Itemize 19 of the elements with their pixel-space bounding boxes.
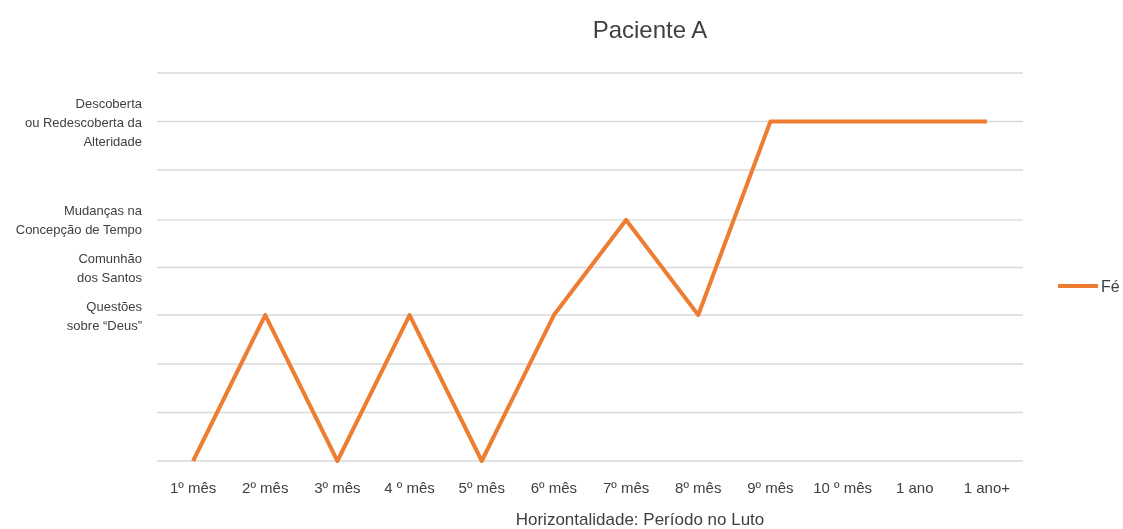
x-tick-label: 1 ano [895, 479, 934, 496]
x-tick-label: 10 º mês [813, 479, 873, 496]
x-tick-label: 4 º mês [384, 479, 435, 496]
legend-label: Fé [1101, 278, 1120, 295]
ref-line-label: Questões sobre “Deus” [66, 298, 143, 333]
chart-title: Paciente A [592, 16, 708, 43]
ref-line-label: Descoberta ou Redescoberta da Alteridade [24, 95, 143, 149]
ref-line-label: Mudanças na Concepção de Tempo [15, 203, 143, 238]
x-tick-label: 7º mês [602, 479, 650, 496]
x-tick-label: 8º mês [675, 479, 722, 496]
x-tick-label: 1º mês [169, 479, 217, 496]
x-tick-label: 6º mês [530, 479, 578, 496]
x-tick-label: 2º mês [242, 479, 289, 496]
ref-line-label: Comunhão dos Santos [76, 250, 143, 285]
x-axis-title: Horizontalidade: Período no Luto [515, 510, 765, 529]
x-tick-label: 9º mês [747, 479, 794, 496]
x-tick-label: 1 ano+ [963, 479, 1011, 496]
x-tick-label: 5º mês [458, 479, 505, 496]
x-tick-label: 3º mês [314, 479, 361, 496]
